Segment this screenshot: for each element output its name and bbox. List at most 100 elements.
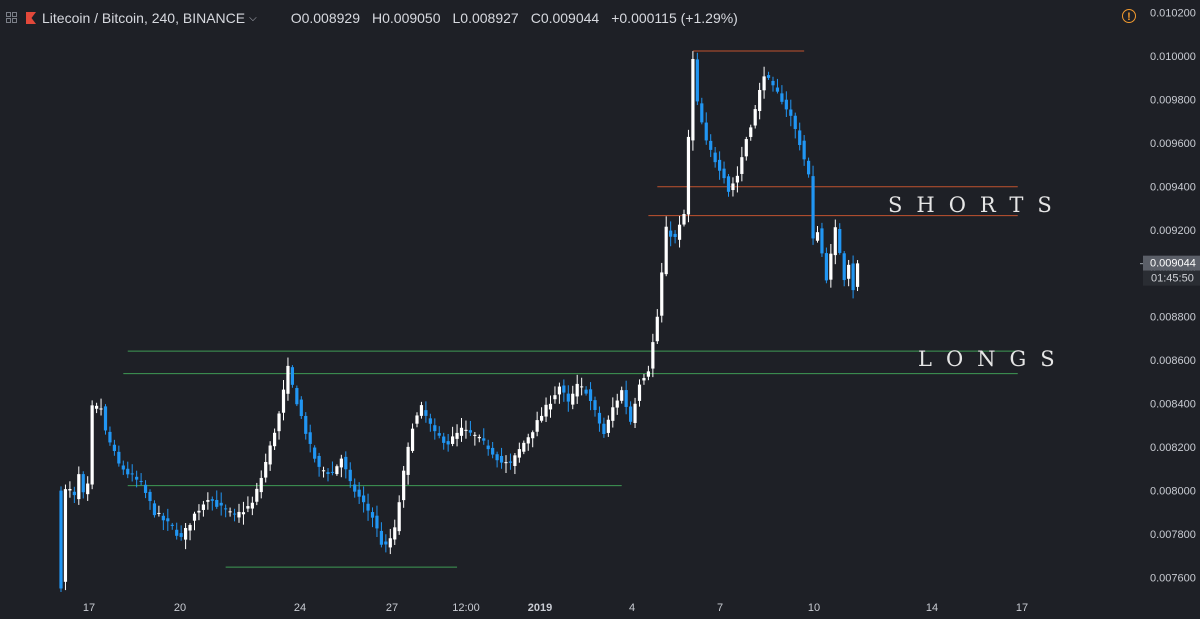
candle-20: [148, 489, 152, 510]
candle-78: [406, 442, 410, 485]
candle-4: [77, 466, 81, 505]
time-tick-label: 24: [294, 602, 306, 614]
candle-156: [753, 104, 757, 129]
candle-159: [766, 71, 771, 80]
price-tick-label: 0.008800: [1150, 312, 1196, 324]
candle-119: [588, 382, 593, 411]
candle-83: [428, 413, 432, 432]
candle-97: [491, 442, 495, 459]
candle-169: [811, 165, 815, 245]
candle-118: [584, 386, 588, 396]
candle-42: [246, 496, 250, 513]
candle-2: [68, 481, 72, 498]
candle-80: [415, 412, 419, 428]
longs-label: LONGS: [918, 347, 1069, 371]
candle-23: [161, 512, 165, 531]
candle-31: [197, 504, 201, 521]
candle-37: [224, 504, 228, 518]
chevron-down-icon[interactable]: ⌵: [249, 12, 257, 24]
candle-55: [304, 412, 308, 440]
candle-1: [63, 484, 68, 591]
shorts-label: SHORTS: [888, 193, 1066, 217]
candle-33: [206, 492, 210, 510]
low-value: L0.008927: [452, 10, 519, 26]
candle-54: [299, 396, 303, 419]
candle-176: [842, 251, 846, 287]
time-tick-label: 4: [629, 602, 635, 614]
time-tick-label: 14: [926, 602, 938, 614]
change-value: +0.000115 (+1.29%): [611, 10, 738, 26]
candle-109: [544, 397, 548, 423]
candle-101: [508, 453, 513, 470]
price-tick-label: 0.007800: [1150, 529, 1196, 541]
candle-113: [562, 379, 566, 402]
candle-170: [815, 226, 820, 243]
candle-138: [673, 230, 677, 244]
candle-22: [157, 505, 161, 517]
candle-125: [615, 393, 619, 415]
candle-90: [459, 418, 464, 442]
candle-18: [139, 473, 143, 486]
candle-61: [330, 461, 335, 476]
candle-69: [366, 493, 370, 521]
candle-130: [637, 379, 642, 407]
candle-43: [250, 496, 254, 516]
candle-89: [455, 424, 459, 447]
time-axis[interactable]: 17 20 24 27 12:00 2019 4 7 10 14 17: [83, 602, 1028, 614]
candle-72: [379, 522, 383, 548]
chart-legend-header: Litecoin / Bitcoin, 240, BINANCE ⌵ O0.00…: [6, 8, 750, 28]
candle-32: [201, 500, 205, 517]
candle-85: [437, 426, 441, 439]
candle-52: [290, 365, 294, 388]
candle-9: [99, 398, 103, 416]
candle-29: [188, 523, 192, 541]
candle-41: [241, 501, 246, 525]
candle-30: [192, 511, 197, 531]
grid-icon[interactable]: [6, 12, 18, 24]
candle-161: [775, 78, 780, 94]
candle-21: [152, 500, 157, 518]
candle-154: [744, 136, 748, 161]
candle-28: [184, 523, 188, 550]
candle-26: [175, 522, 179, 540]
warning-icon[interactable]: !: [1122, 9, 1136, 23]
price-tick-label: 0.010200: [1150, 7, 1196, 19]
candle-91: [464, 420, 468, 439]
candle-51: [286, 357, 290, 401]
candle-151: [731, 177, 735, 197]
candle-137: [669, 221, 673, 247]
candle-93: [473, 432, 477, 446]
candle-167: [802, 135, 806, 166]
price-axis[interactable]: 0.010200 0.010000 0.009800 0.009600 0.009400…: [1150, 7, 1196, 584]
candle-5: [81, 471, 85, 499]
candle-17: [135, 470, 139, 488]
symbol-title[interactable]: Litecoin / Bitcoin, 240, BINANCE: [42, 10, 246, 26]
candle-129: [633, 397, 637, 429]
candle-98: [495, 451, 499, 468]
candle-105: [526, 433, 530, 451]
candle-157: [758, 82, 762, 120]
candle-75: [393, 519, 397, 545]
candle-79: [410, 423, 415, 453]
candle-15: [126, 461, 130, 479]
candle-171: [820, 222, 824, 257]
candle-63: [339, 454, 343, 478]
candle-106: [531, 430, 535, 448]
candle-100: [504, 455, 508, 474]
time-tick-label: 7: [717, 602, 723, 614]
countdown-box: [1143, 270, 1200, 286]
candle-110: [548, 395, 553, 418]
candle-81: [419, 401, 424, 419]
candle-16: [130, 464, 134, 482]
candle-146: [709, 134, 713, 158]
candle-174: [833, 219, 837, 265]
candle-112: [557, 382, 561, 404]
candle-172: [824, 247, 828, 284]
candle-53: [295, 385, 299, 407]
candle-34: [210, 496, 214, 511]
candle-12: [112, 439, 116, 456]
candle-35: [215, 490, 219, 509]
candle-120: [593, 396, 597, 417]
price-tick-label: 0.007600: [1150, 573, 1196, 585]
